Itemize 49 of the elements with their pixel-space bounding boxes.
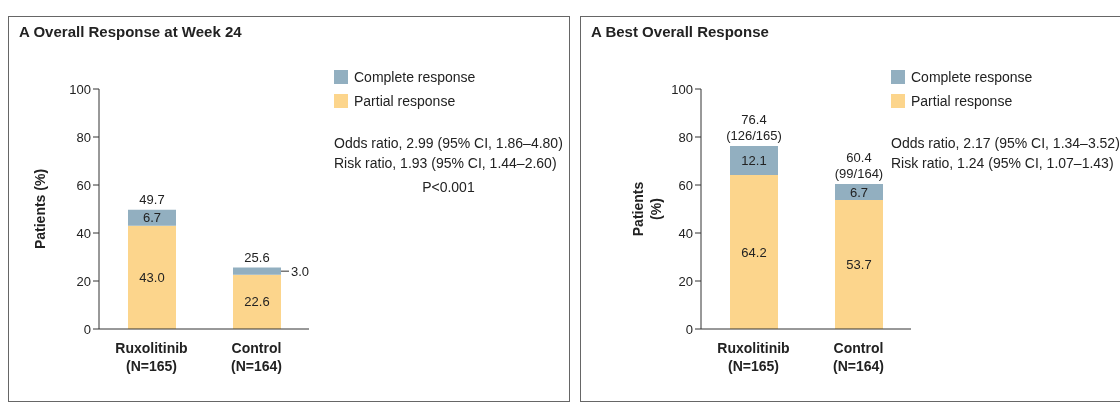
x-tick-label: Control (N=164) <box>231 340 282 374</box>
text: Risk ratio, 1.93 (95% CI, 1.44–2.60) <box>334 154 558 173</box>
total-label: 49.7 <box>139 191 165 207</box>
legend-label: Complete response <box>911 69 1033 85</box>
text: Odds ratio, 2.99 (95% CI, 1.86–4.80) <box>334 134 563 153</box>
data-label: 43.0 <box>139 269 165 285</box>
data-label: 3.0 <box>291 263 310 279</box>
legend-label: Partial response <box>354 93 456 109</box>
data-label: 64.2 <box>741 244 767 260</box>
x-tick-label: Ruxolitinib (N=165) <box>115 340 188 374</box>
y-tick-label: 100 <box>69 81 91 97</box>
bar <box>128 225 176 329</box>
bar <box>730 145 778 175</box>
y-tick-label: 20 <box>678 273 693 289</box>
y-tick-label: 40 <box>678 225 693 241</box>
y-axis-title: Patients (%) <box>630 181 664 237</box>
y-tick-label: 20 <box>76 273 91 289</box>
total-label: 60.4 (99/164) <box>834 150 884 182</box>
data-label: 6.7 <box>142 210 162 226</box>
y-tick-label: 100 <box>671 81 693 97</box>
bar <box>233 267 281 275</box>
data-label: 12.1 <box>741 152 767 168</box>
annotation: Odds ratio, 2.17 (95% CI, 1.34–3.52) <box>891 134 1120 153</box>
bar <box>233 274 281 329</box>
bar <box>835 184 883 201</box>
y-tick-label: 0 <box>685 321 693 337</box>
chart-title: A Overall Response at Week 24 <box>19 23 242 40</box>
legend-label: Partial response <box>911 93 1013 109</box>
total-label: 25.6 <box>244 249 270 265</box>
bar <box>128 209 176 226</box>
data-label: 53.7 <box>846 257 872 273</box>
y-tick-label: 80 <box>76 129 91 145</box>
total-label: 76.4 (126/165) <box>726 111 782 143</box>
y-tick-label: 60 <box>678 177 693 193</box>
legend-label: Complete response <box>354 69 476 85</box>
y-tick-label: 60 <box>76 177 91 193</box>
x-tick-label: Ruxolitinib (N=165) <box>717 340 790 374</box>
y-axis-title: Patients (%) <box>32 168 48 250</box>
y-tick-label: 0 <box>83 321 91 337</box>
y-tick-label: 80 <box>678 129 693 145</box>
data-label: 22.6 <box>244 294 270 310</box>
bar <box>730 174 778 329</box>
chart-title: A Best Overall Response <box>591 23 769 40</box>
data-label: 6.7 <box>849 184 869 200</box>
annotation: Risk ratio, 1.24 (95% CI, 1.07–1.43) <box>891 154 1115 173</box>
text: P<0.001 <box>421 178 476 197</box>
x-tick-label: Control (N=164) <box>833 340 884 374</box>
bar <box>835 200 883 329</box>
y-tick-label: 40 <box>76 225 91 241</box>
